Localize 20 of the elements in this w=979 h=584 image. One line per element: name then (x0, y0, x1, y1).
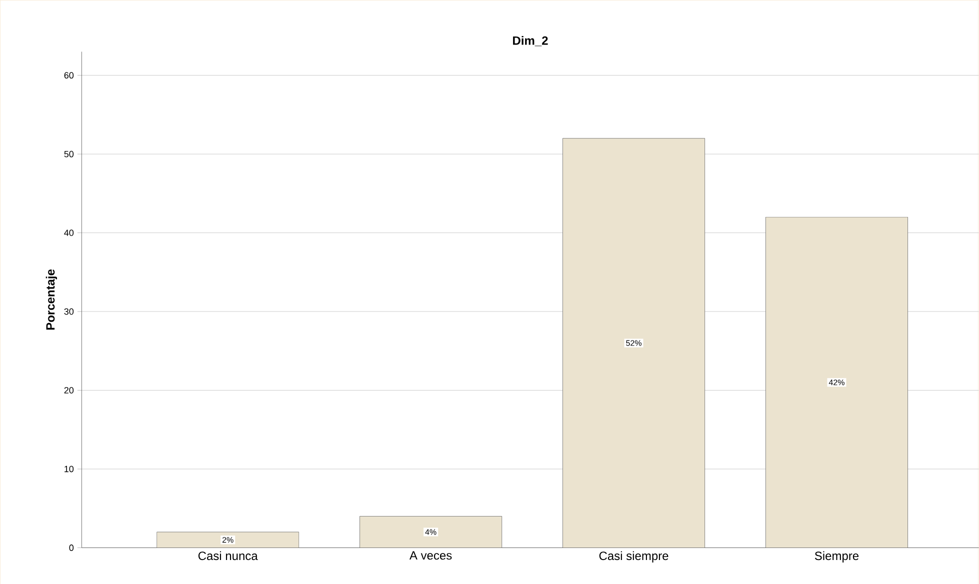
x-tick-label: A veces (409, 551, 452, 560)
chart-title: Dim_2 (513, 36, 548, 46)
x-tick-label: Casi nunca (198, 551, 258, 560)
data-label: 42% (828, 379, 844, 385)
y-tick-label: 30 (64, 308, 74, 315)
y-axis-title: Porcentaje (46, 269, 58, 330)
bar (156, 532, 300, 548)
bar (765, 216, 908, 548)
x-tick-label: Siempre (814, 551, 859, 562)
y-tick-label: 40 (64, 229, 74, 236)
bar (562, 138, 706, 548)
y-tick-label: 60 (64, 72, 74, 78)
data-label: 4% (425, 528, 436, 535)
x-tick-label: Casi siempre (599, 551, 668, 562)
y-tick-label: 0 (69, 544, 74, 551)
y-tick-label: 10 (64, 466, 74, 472)
y-tick-label: 50 (64, 150, 74, 158)
data-label: 52% (626, 340, 642, 346)
data-label: 2% (222, 536, 234, 542)
y-tick-label: 20 (64, 386, 74, 394)
